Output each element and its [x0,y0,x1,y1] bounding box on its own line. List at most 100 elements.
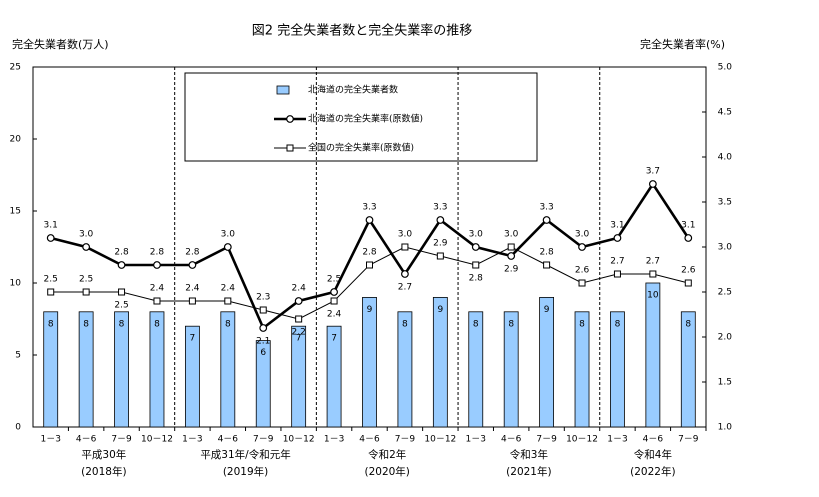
y2-tick-label: 1.0 [718,423,733,433]
x-tick-label: 4－6 [76,435,97,445]
line-marker [648,180,657,188]
y2-tick-label: 3.0 [718,243,733,253]
line-marker [295,315,303,323]
bar [503,311,519,428]
line-marker [542,216,551,224]
line-value-label: 3.1 [681,221,695,231]
line-marker [507,243,515,251]
bar-value-label: 10 [647,291,659,301]
x-tick-label: 7－9 [111,435,132,445]
line-value-label: 2.5 [44,275,58,285]
bar [468,311,484,428]
bar [78,311,94,428]
group-label: 平成30年 [81,448,126,461]
line-marker [365,216,374,224]
group-year: (2020年) [364,465,409,478]
bar-value-label: 8 [402,319,408,329]
line-marker [578,279,586,287]
line-marker [46,234,55,242]
line-value-label: 2.6 [575,266,590,276]
legend-box [184,72,538,162]
x-tick-label: 1－3 [40,435,60,445]
line-value-label: 3.0 [398,230,413,240]
group-year: (2022年) [630,465,675,478]
bar-value-label: 8 [119,319,125,329]
y2-tick-label: 4.0 [718,153,733,163]
legend-marker [286,144,294,152]
group-year: (2019年) [223,465,268,478]
line-value-label: 2.8 [150,248,165,258]
x-tick-label: 10－12 [424,435,456,445]
bar-value-label: 8 [685,319,691,329]
line-marker [436,216,445,224]
line-value-label: 3.3 [539,203,553,213]
line-value-label: 3.0 [79,230,94,240]
line-marker [401,270,409,278]
line-value-label: 2.4 [150,284,165,294]
line-marker [188,261,197,269]
line-marker [330,288,338,296]
bar [255,340,271,428]
group-label: 令和2年 [368,448,406,461]
y-tick-label: 10 [10,279,22,289]
bar-value-label: 8 [508,319,514,329]
bar [610,311,625,428]
line-marker [472,261,480,269]
line-marker [82,243,91,251]
bar-value-label: 9 [544,305,550,315]
bar-value-label: 6 [260,348,266,358]
y2-tick-label: 1.5 [718,378,732,388]
x-tick-label: 7－9 [395,435,416,445]
line-marker [117,261,126,269]
line-value-label: 2.4 [185,284,200,294]
y-tick-label: 5 [15,351,21,361]
line-value-label: 2.8 [539,248,554,258]
line-value-label: 2.5 [114,301,128,311]
y-tick-label: 0 [15,423,21,433]
legend-label: 北海道の完全失業率(原数値) [308,113,423,125]
x-tick-label: 1－3 [182,435,202,445]
line-marker [82,288,90,296]
line-value-label: 2.4 [221,284,236,294]
bar-value-label: 8 [48,319,54,329]
line-value-label: 3.0 [504,230,519,240]
line-marker [684,234,693,242]
line-marker [118,288,126,296]
bar-value-label: 8 [225,319,231,329]
y-tick-label: 25 [10,63,21,73]
bar-value-label: 7 [296,334,302,344]
group-year: (2021年) [506,465,551,478]
bar [220,311,236,428]
y2-tick-label: 2.5 [718,288,732,298]
line-value-label: 3.0 [221,230,236,240]
line-marker [507,252,516,260]
line-value-label: 2.8 [362,248,377,258]
x-tick-label: 1－3 [607,435,627,445]
line-marker [649,270,657,278]
line-marker [684,279,692,287]
line-value-label: 3.1 [44,221,58,231]
x-tick-label: 1－3 [466,435,486,445]
y2-axis-title: 完全失業者率(%) [640,37,725,51]
line-value-label: 2.2 [291,328,305,338]
bar-value-label: 9 [437,305,443,315]
group-year: (2018年) [81,465,126,478]
x-tick-label: 4－6 [643,435,664,445]
line-value-label: 2.6 [681,266,696,276]
bar [645,282,661,428]
bar-value-label: 9 [367,305,373,315]
line-marker [578,243,586,251]
x-tick-label: 4－6 [218,435,239,445]
line-value-label: 3.0 [575,230,590,240]
legend-label: 全国の完全失業率(原数値) [308,142,414,154]
x-tick-label: 7－9 [536,435,557,445]
bar [114,311,129,428]
y2-tick-label: 5.0 [718,63,733,73]
group-label: 令和4年 [634,448,672,461]
chart-title: 図2 完全失業者数と完全失業率の推移 [252,23,472,39]
bar-value-label: 7 [190,334,196,344]
line-marker [223,243,232,251]
bar [362,296,377,428]
y-tick-label: 20 [10,135,22,145]
x-tick-label: 1－3 [324,435,344,445]
